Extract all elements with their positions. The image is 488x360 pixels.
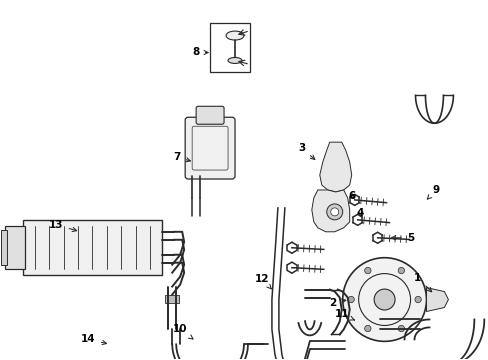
Text: 2: 2 [328, 297, 345, 307]
Bar [165, 294, 179, 302]
Polygon shape [311, 190, 349, 232]
Circle shape [397, 325, 404, 332]
Polygon shape [319, 142, 351, 192]
Circle shape [364, 325, 370, 332]
Circle shape [326, 204, 342, 220]
Text: 9: 9 [427, 185, 439, 199]
Text: 8: 8 [192, 48, 208, 58]
Text: 13: 13 [49, 220, 77, 231]
Circle shape [347, 296, 354, 303]
FancyBboxPatch shape [196, 106, 224, 124]
Circle shape [342, 258, 426, 341]
Circle shape [397, 267, 404, 274]
Text: 14: 14 [81, 334, 106, 345]
Ellipse shape [225, 31, 244, 40]
Bar [5, 226, 24, 269]
Polygon shape [426, 288, 447, 311]
Text: 6: 6 [347, 191, 355, 201]
Bar [0, 230, 7, 265]
Circle shape [373, 289, 394, 310]
Text: 12: 12 [254, 274, 271, 289]
Text: 4: 4 [356, 208, 364, 218]
Bar [22, 220, 162, 275]
Text: 11: 11 [334, 310, 354, 320]
Text: 7: 7 [173, 152, 190, 162]
Text: 3: 3 [298, 143, 314, 159]
Circle shape [330, 208, 338, 216]
Bar [210, 23, 249, 72]
Ellipse shape [227, 58, 242, 63]
Circle shape [414, 296, 421, 303]
FancyBboxPatch shape [185, 117, 235, 179]
Text: 10: 10 [173, 324, 193, 339]
Text: 1: 1 [413, 273, 431, 292]
Circle shape [364, 267, 370, 274]
Text: 5: 5 [391, 233, 413, 243]
